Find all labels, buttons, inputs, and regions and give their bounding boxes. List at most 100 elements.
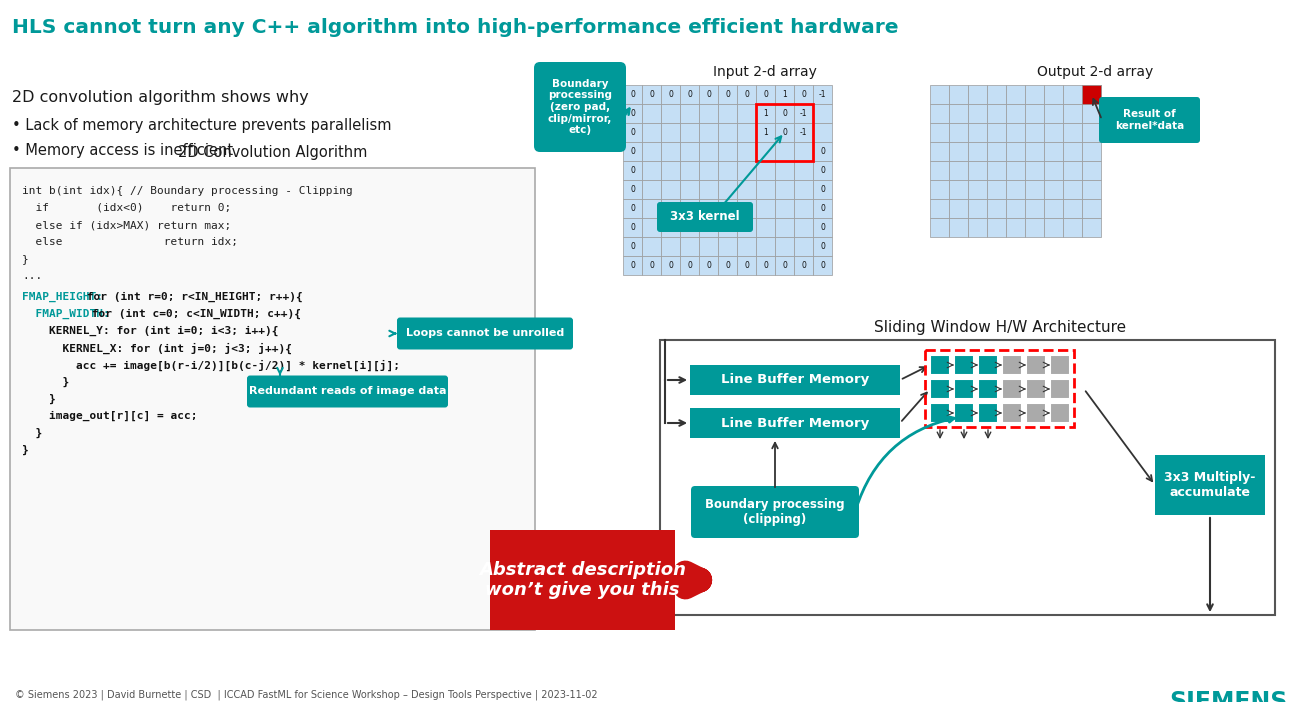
Bar <box>1050 403 1070 423</box>
Bar <box>1044 123 1063 142</box>
Text: • Lack of memory architecture prevents parallelism: • Lack of memory architecture prevents p… <box>12 118 391 133</box>
Bar <box>661 218 680 237</box>
Bar <box>737 199 756 218</box>
Bar <box>642 180 661 199</box>
Bar <box>986 142 1006 161</box>
Text: }: } <box>22 428 42 438</box>
Bar <box>986 161 1006 180</box>
Bar <box>794 142 813 161</box>
Bar <box>737 180 756 199</box>
Bar <box>954 403 975 423</box>
Text: 0: 0 <box>631 185 635 194</box>
Bar <box>698 161 718 180</box>
Text: }: } <box>22 445 29 455</box>
Bar <box>698 104 718 123</box>
Text: Abstract description
won’t give you this: Abstract description won’t give you this <box>480 561 685 600</box>
Text: else               return idx;: else return idx; <box>22 237 238 247</box>
FancyBboxPatch shape <box>691 365 900 395</box>
Bar <box>642 104 661 123</box>
Bar <box>1006 218 1025 237</box>
Bar <box>623 256 642 275</box>
Bar <box>968 199 986 218</box>
Text: Output 2-d array: Output 2-d array <box>1037 65 1153 79</box>
Bar <box>1025 104 1044 123</box>
Text: 0: 0 <box>668 261 672 270</box>
Bar <box>930 104 949 123</box>
Text: 0: 0 <box>764 90 767 99</box>
Bar <box>680 180 698 199</box>
Bar <box>930 161 949 180</box>
FancyBboxPatch shape <box>661 340 1276 615</box>
Bar <box>680 142 698 161</box>
Text: 0: 0 <box>649 261 654 270</box>
Bar <box>968 161 986 180</box>
Bar <box>1006 199 1025 218</box>
Bar <box>680 161 698 180</box>
Bar <box>1025 161 1044 180</box>
Bar <box>794 237 813 256</box>
Bar <box>680 256 698 275</box>
Bar <box>718 104 737 123</box>
Bar <box>775 142 794 161</box>
Bar <box>680 123 698 142</box>
Bar <box>813 237 833 256</box>
Bar <box>925 350 1074 427</box>
Text: 0: 0 <box>801 90 807 99</box>
Text: 0: 0 <box>631 128 635 137</box>
Bar <box>680 85 698 104</box>
Text: HLS cannot turn any C++ algorithm into high-performance efficient hardware: HLS cannot turn any C++ algorithm into h… <box>12 18 899 37</box>
FancyBboxPatch shape <box>1154 455 1265 515</box>
FancyBboxPatch shape <box>397 317 573 350</box>
Text: if       (idx<0)    return 0;: if (idx<0) return 0; <box>22 203 231 213</box>
Bar <box>737 142 756 161</box>
Text: }: } <box>22 254 29 264</box>
Bar <box>623 123 642 142</box>
Bar <box>930 199 949 218</box>
Bar <box>680 104 698 123</box>
Bar <box>986 180 1006 199</box>
Bar <box>968 142 986 161</box>
Text: KERNEL_X: for (int j=0; j<3; j++){: KERNEL_X: for (int j=0; j<3; j++){ <box>22 343 292 355</box>
Text: 0: 0 <box>820 204 825 213</box>
Text: 1: 1 <box>764 128 767 137</box>
Bar <box>756 85 775 104</box>
FancyBboxPatch shape <box>1098 97 1200 143</box>
Bar <box>623 85 642 104</box>
Bar <box>813 256 833 275</box>
Text: 1: 1 <box>764 109 767 118</box>
Bar <box>1044 104 1063 123</box>
FancyBboxPatch shape <box>10 168 536 630</box>
Text: © Siemens 2023 | David Burnette | CSD  | ICCAD FastML for Science Workshop – Des: © Siemens 2023 | David Burnette | CSD | … <box>16 690 598 701</box>
Text: 0: 0 <box>631 90 635 99</box>
Bar <box>794 104 813 123</box>
Bar <box>968 123 986 142</box>
Bar <box>775 237 794 256</box>
Bar <box>661 85 680 104</box>
Bar <box>986 123 1006 142</box>
Text: 0: 0 <box>687 261 692 270</box>
Bar <box>642 85 661 104</box>
Bar <box>813 199 833 218</box>
Bar <box>623 161 642 180</box>
Text: 0: 0 <box>631 147 635 156</box>
Bar <box>1025 218 1044 237</box>
Bar <box>775 123 794 142</box>
Bar <box>794 256 813 275</box>
Bar <box>718 123 737 142</box>
Bar <box>813 123 833 142</box>
Bar <box>718 218 737 237</box>
Text: 0: 0 <box>820 166 825 175</box>
Bar <box>698 237 718 256</box>
Bar <box>949 180 968 199</box>
Bar <box>1044 142 1063 161</box>
Bar <box>698 142 718 161</box>
Text: 0: 0 <box>724 90 730 99</box>
Bar <box>718 180 737 199</box>
Text: 3x3 kernel: 3x3 kernel <box>670 211 740 223</box>
Text: Line Buffer Memory: Line Buffer Memory <box>721 416 869 430</box>
Bar <box>737 104 756 123</box>
Bar <box>661 161 680 180</box>
Bar <box>954 379 975 399</box>
Bar <box>718 161 737 180</box>
Bar <box>949 142 968 161</box>
